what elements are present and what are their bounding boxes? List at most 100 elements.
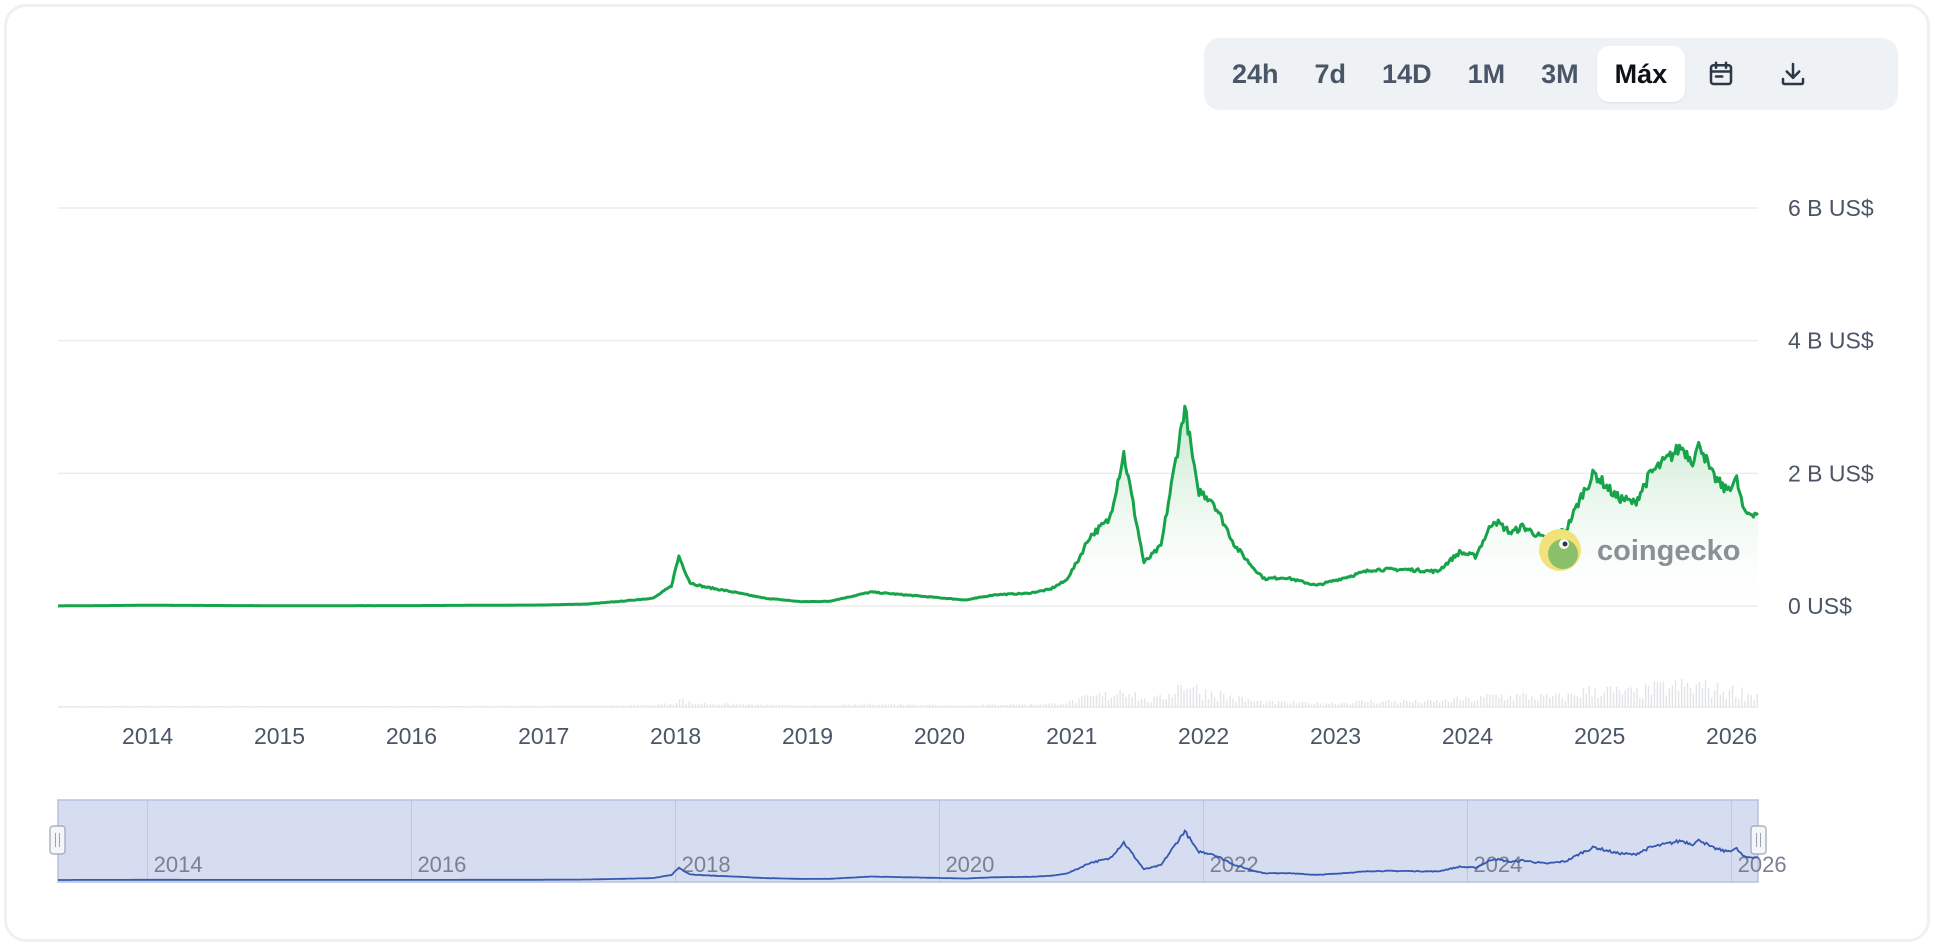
volume-bar [830, 705, 832, 707]
volume-bar [685, 703, 687, 707]
volume-bar [1156, 696, 1158, 707]
x-tick-label: 2015 [254, 723, 305, 749]
volume-bar [905, 705, 908, 707]
range-1m-button[interactable]: 1M [1450, 46, 1524, 102]
volume-bar [1358, 700, 1360, 707]
volume-bar [1627, 687, 1629, 707]
volume-bar [1618, 690, 1621, 707]
volume-bar [102, 706, 105, 707]
volume-bar [1468, 697, 1470, 707]
volume-bar [564, 705, 567, 707]
volume-bar [1098, 692, 1101, 707]
volume-bar [129, 705, 132, 707]
volume-bar [935, 704, 937, 707]
volume-bar [132, 705, 135, 707]
volume-bar [1555, 693, 1557, 707]
volume-bar [612, 705, 615, 707]
volume-bar [1122, 692, 1124, 707]
volume-bar [438, 705, 440, 707]
range-14d-button[interactable]: 14D [1364, 46, 1450, 102]
volume-bar [1274, 703, 1277, 707]
volume-bar [958, 705, 961, 707]
volume-bar [204, 705, 206, 707]
x-tick-label: 2024 [1442, 723, 1493, 749]
range-3m-button[interactable]: 3M [1523, 46, 1597, 102]
volume-bar [351, 706, 353, 707]
navigator-year-label: 2014 [154, 852, 203, 877]
volume-bar [1298, 702, 1301, 707]
volume-bar [1340, 702, 1342, 707]
volume-bar [1540, 694, 1542, 707]
volume-bar [489, 705, 491, 707]
volume-bar [1304, 702, 1307, 707]
volume-bar [294, 706, 296, 707]
volume-bar [1473, 701, 1476, 707]
volume-bar [1573, 695, 1576, 707]
volume-bar [447, 705, 449, 707]
volume-bar [150, 705, 152, 707]
volume-bar [429, 705, 431, 707]
volume-bar [1630, 687, 1632, 707]
x-axis-labels: 2014 2015 2016 2017 2018 2019 2020 2021 2022 2023… [122, 723, 1757, 749]
volume-bar [1668, 688, 1671, 707]
price-area [58, 406, 1758, 606]
volume-bar [198, 705, 200, 707]
navigator-right-handle[interactable] [1750, 825, 1767, 855]
volume-bar [1048, 703, 1050, 707]
volume-bar [1054, 703, 1056, 707]
volume-bar [1650, 694, 1653, 707]
volume-bar [1018, 704, 1020, 707]
volume-bar [594, 705, 596, 707]
volume-bar [1671, 685, 1674, 707]
volume-bar [1400, 702, 1402, 707]
volume-bar [973, 705, 975, 707]
x-tick-label: 2025 [1574, 723, 1625, 749]
volume-bar [513, 705, 516, 707]
volume-bar [893, 704, 896, 707]
volume-bar [1738, 699, 1740, 707]
navigator-left-handle[interactable] [49, 825, 66, 855]
x-tick-label: 2018 [650, 723, 701, 749]
volume-bar [1373, 702, 1375, 707]
calendar-icon [1709, 61, 1733, 86]
volume-bar [872, 704, 874, 707]
volume-bar [534, 705, 537, 707]
volume-bar [216, 705, 218, 707]
volume-bar [878, 705, 880, 707]
volume-bar [1334, 703, 1336, 707]
volume-bar [126, 705, 129, 707]
volume-bar [501, 705, 503, 707]
volume-bar [70, 706, 72, 707]
volume-bar [1012, 703, 1014, 707]
volume-bar [1310, 704, 1313, 707]
volume-bar [630, 704, 633, 707]
volume-bar [432, 705, 434, 707]
navigator[interactable]: 2014 2016 2018 2020 2022 2024 2026 [49, 799, 1787, 883]
range-7d-button[interactable]: 7d [1297, 46, 1365, 102]
volume-bar [1570, 693, 1572, 707]
volume-bar [1579, 698, 1582, 707]
volume-bar [123, 705, 126, 707]
volume-bar [691, 703, 693, 707]
volume-bar [1027, 705, 1029, 707]
volume-bar [1486, 694, 1488, 707]
range-24h-button[interactable]: 24h [1214, 46, 1297, 102]
volume-bar [168, 705, 170, 707]
range-max-button[interactable]: Máx [1596, 46, 1686, 102]
volume-bar [1352, 702, 1354, 707]
volume-bar [688, 701, 690, 707]
volume-bar [793, 705, 796, 707]
download-button[interactable] [1757, 46, 1829, 102]
volume-bar [1165, 699, 1167, 707]
volume-bar [1597, 698, 1599, 707]
volume-bar [745, 705, 747, 707]
volume-bar [291, 706, 293, 707]
volume-bar [763, 705, 765, 707]
volume-bar [1609, 686, 1612, 707]
volume-bar [1674, 680, 1677, 707]
volume-bar [730, 705, 732, 707]
volume-bar [1441, 700, 1444, 707]
calendar-button[interactable] [1685, 46, 1757, 102]
volume-bar [1072, 700, 1074, 707]
volume-bar [1567, 693, 1569, 707]
